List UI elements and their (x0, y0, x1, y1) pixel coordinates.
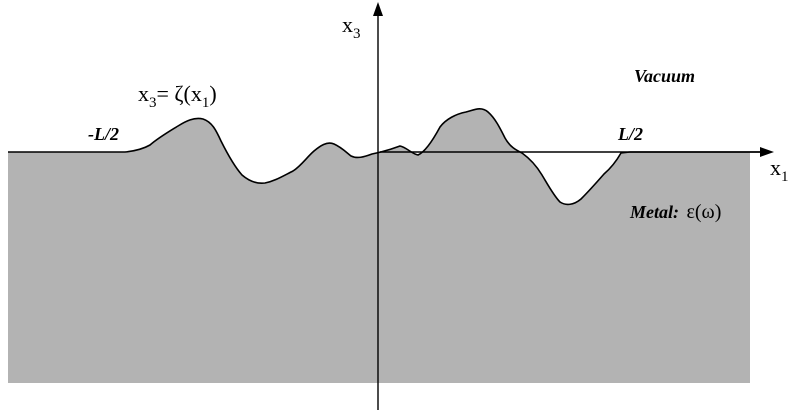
left-bound-label: -L/2 (88, 124, 119, 144)
metal-region (8, 108, 750, 383)
right-bound-label: L/2 (617, 124, 643, 144)
surface-equation: x3= ζ(x1) (138, 81, 217, 111)
x1-axis-label: x1 (770, 155, 788, 185)
surface-profile-line (8, 108, 760, 206)
x1-axis-arrowhead (760, 147, 774, 157)
vacuum-region-label: Vacuum (634, 66, 695, 86)
x3-axis-arrowhead (373, 2, 383, 16)
x3-axis-label: x3 (342, 12, 361, 42)
metal-region-label: Metal: ε(ω) (629, 201, 721, 223)
